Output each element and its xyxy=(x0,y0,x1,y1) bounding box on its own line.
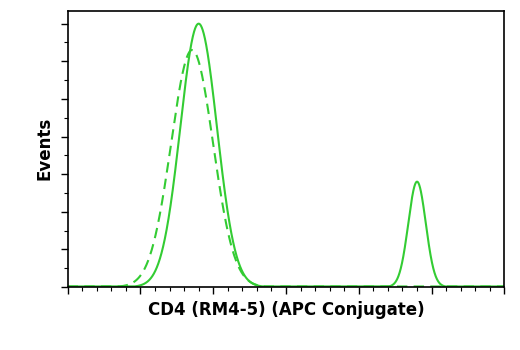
Y-axis label: Events: Events xyxy=(35,117,53,180)
X-axis label: CD4 (RM4-5) (APC Conjugate): CD4 (RM4-5) (APC Conjugate) xyxy=(148,301,424,320)
